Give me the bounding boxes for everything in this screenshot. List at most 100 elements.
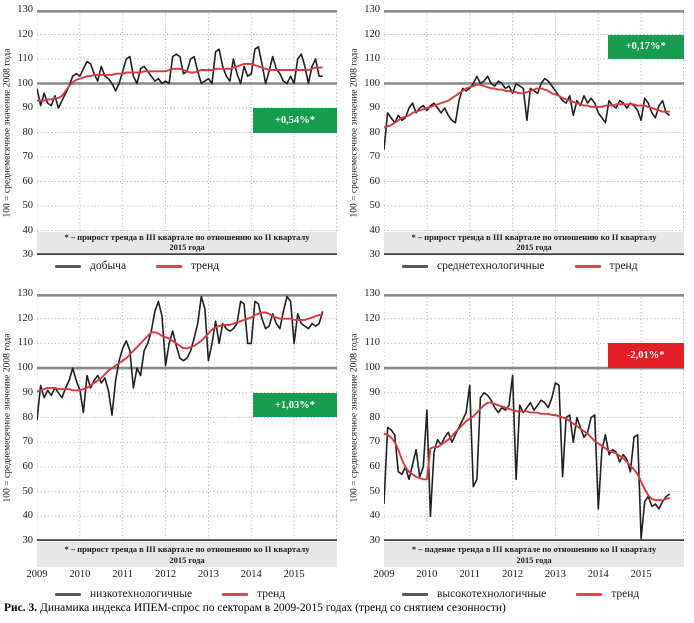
legend-label: среднетехнологичные — [437, 260, 545, 272]
legend-label: добыча — [90, 260, 127, 272]
x-tick-label: 2015 — [630, 569, 652, 580]
y-tick-label: 80 — [369, 126, 381, 138]
x-tick-label: 2009 — [373, 569, 395, 580]
y-tick-label: 60 — [369, 175, 381, 187]
footnote-box: * – прирост тренда в III квартале по отн… — [37, 542, 337, 567]
chart-svg — [384, 10, 684, 255]
x-tick-label: 2009 — [26, 569, 48, 580]
figure-caption-label: Рис. 3. — [4, 602, 38, 614]
footnote-line: 2015 года — [516, 554, 552, 565]
y-tick-label: 70 — [369, 436, 381, 448]
y-tick-label: 130 — [17, 288, 33, 299]
y-tick-label: 80 — [22, 126, 34, 138]
y-tick-label: 130 — [364, 288, 380, 299]
y-tick-label: 50 — [22, 200, 34, 211]
series-dash-icon — [55, 592, 81, 596]
series-line — [37, 295, 324, 421]
x-tick-label: 2015 — [283, 569, 305, 580]
footnote-line: * – прирост тренда в III квартале по отн… — [64, 544, 310, 554]
footnote-line: * – прирост тренда в III квартале по отн… — [64, 231, 310, 242]
y-tick-label: 60 — [369, 460, 381, 472]
y-tick-label: 60 — [22, 175, 34, 187]
y-tick-label: 130 — [364, 4, 380, 15]
trend-line — [37, 62, 323, 102]
x-tick-label: 2013 — [197, 569, 219, 580]
change-badge: -2,01%* — [607, 343, 684, 369]
footnote-line: 2015 года — [516, 242, 552, 253]
y-tick-label: 90 — [369, 102, 381, 113]
y-tick-label: 120 — [364, 312, 380, 324]
y-tick-label: 30 — [369, 249, 381, 260]
y-tick-label: 110 — [17, 337, 33, 349]
y-tick-label: 130 — [17, 4, 33, 15]
legend: низкотехнологичные тренд — [37, 585, 355, 603]
chart-svg — [37, 294, 337, 541]
plot-area: * – прирост тренда в III квартале по отн… — [384, 10, 684, 255]
footnote-box: * – прирост тренда в III квартале по отн… — [384, 231, 684, 253]
chart-svg — [37, 10, 337, 255]
y-tick-label: 40 — [22, 510, 34, 522]
y-tick-label: 50 — [369, 200, 381, 211]
legend-item-series: высокотехнологичные — [402, 588, 546, 600]
x-tick-label: 2011 — [112, 569, 134, 580]
legend: добыча тренд — [37, 257, 355, 275]
figure-caption: Рис. 3. Динамика индекса ИПЕМ-спрос по с… — [4, 602, 506, 614]
y-tick-label: 30 — [22, 249, 34, 260]
legend-label: тренд — [611, 588, 640, 600]
y-tick-label: 90 — [369, 386, 381, 398]
legend-label: тренд — [609, 260, 638, 272]
y-tick-label: 70 — [22, 151, 34, 162]
y-tick-label: 80 — [369, 411, 381, 423]
legend: среднетехнологичные тренд — [384, 257, 694, 275]
series-dash-icon — [402, 592, 428, 596]
legend-label: тренд — [257, 588, 286, 600]
y-tick-label: 120 — [17, 28, 33, 40]
legend-label: тренд — [191, 260, 220, 272]
x-tick-label: 2010 — [69, 569, 91, 580]
plot-area: +1,03%* — [37, 294, 337, 541]
figure-caption-text: Динамика индекса ИПЕМ-спрос по секторам … — [37, 602, 506, 614]
y-tick-label: 70 — [22, 436, 34, 448]
y-tick-label: 120 — [364, 28, 380, 40]
trend-line — [384, 401, 671, 502]
legend-item-trend: тренд — [574, 260, 638, 272]
footnote-line: 2015 года — [169, 554, 205, 565]
legend-item-trend: тренд — [222, 588, 285, 600]
plot-area: * – прирост тренда в III квартале по отн… — [37, 10, 337, 255]
legend-item-trend: тренд — [156, 260, 219, 272]
x-tick-label: 2011 — [459, 569, 481, 580]
y-tick-label: 60 — [22, 460, 34, 472]
plot-area: -2,01%* — [384, 294, 684, 541]
y-tick-label: 100 — [17, 362, 33, 374]
change-badge: +0,17%* — [607, 34, 684, 59]
trend-dash-icon — [576, 592, 603, 596]
trend-dash-icon — [222, 592, 249, 596]
y-tick-label: 100 — [17, 77, 33, 89]
change-badge: +1,03%* — [253, 392, 337, 418]
y-tick-label: 70 — [369, 151, 381, 162]
y-tick-label: 50 — [369, 485, 381, 497]
y-tick-label: 90 — [22, 102, 34, 113]
footnote-box: * – прирост тренда в III квартале по отн… — [37, 231, 337, 253]
y-tick-label: 110 — [364, 337, 380, 349]
legend-label: высокотехнологичные — [437, 588, 547, 600]
trend-line — [384, 83, 670, 129]
footnote-line: * – прирост тренда в III квартале по отн… — [411, 231, 657, 242]
footnote-line: * – падение тренда в III квартале по отн… — [411, 544, 657, 554]
y-tick-label: 50 — [22, 485, 34, 497]
legend-item-series: среднетехнологичные — [402, 260, 545, 272]
x-tick-label: 2012 — [155, 569, 177, 580]
series-line — [384, 75, 671, 150]
x-tick-label: 2010 — [416, 569, 438, 580]
footnote-box: * – падение тренда в III квартале по отн… — [384, 542, 684, 567]
y-tick-label: 110 — [364, 53, 380, 64]
y-tick-label: 120 — [17, 312, 33, 324]
series-dash-icon — [402, 264, 428, 268]
x-tick-label: 2014 — [587, 569, 609, 580]
y-tick-label: 30 — [369, 535, 381, 546]
trend-dash-icon — [574, 264, 601, 268]
y-tick-label: 100 — [364, 362, 380, 374]
y-tick-label: 100 — [364, 77, 380, 89]
y-tick-label: 80 — [22, 411, 34, 423]
series-dash-icon — [55, 264, 81, 268]
